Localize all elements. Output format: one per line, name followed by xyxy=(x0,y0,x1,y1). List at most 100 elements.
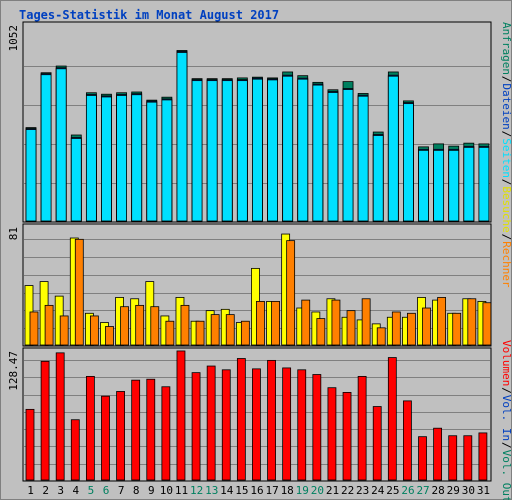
bar-volumen-day-19 xyxy=(297,369,307,481)
bar-rechner-day-25 xyxy=(391,311,401,346)
bar-volumen-day-16 xyxy=(252,368,261,481)
bar-volumen-day-30 xyxy=(463,435,473,481)
right-label: Rechner xyxy=(500,241,512,288)
bar-rechner-day-20 xyxy=(316,318,326,346)
y-tick-label: 128.47 xyxy=(7,351,20,391)
bar-rechner-day-14 xyxy=(225,314,235,346)
x-tick-label: 22 xyxy=(341,484,354,497)
chart-title: Tages-Statistik im Monat August 2017 xyxy=(19,8,280,22)
x-tick-label: 14 xyxy=(220,484,234,497)
bar-seiten-day-28 xyxy=(433,149,445,222)
bar-volumen-day-2 xyxy=(40,360,50,481)
bar-volumen-day-3 xyxy=(55,352,65,481)
right-label: Dateien xyxy=(500,83,512,129)
bar-seiten-day-5 xyxy=(85,95,97,222)
x-tick-label: 17 xyxy=(265,484,278,497)
right-label: Volumen xyxy=(500,340,512,386)
bar-seiten-day-2 xyxy=(40,74,52,222)
x-tick-label: 27 xyxy=(416,484,429,497)
bar-rechner-day-5 xyxy=(89,315,99,346)
x-tick-label: 12 xyxy=(190,484,203,497)
bar-rechner-day-29 xyxy=(452,312,462,346)
x-tick-label: 15 xyxy=(235,484,248,497)
bar-volumen-day-15 xyxy=(236,358,246,481)
right-label: Anfragen xyxy=(500,22,512,75)
bar-rechner-day-11 xyxy=(180,304,190,346)
x-tick-label: 23 xyxy=(356,484,369,497)
bar-seiten-day-18 xyxy=(282,75,294,222)
x-tick-label: 2 xyxy=(42,484,49,497)
x-tick-label: 8 xyxy=(133,484,140,497)
bar-volumen-day-24 xyxy=(372,406,382,481)
bar-rechner-day-9 xyxy=(150,306,160,346)
bar-seiten-day-26 xyxy=(403,103,414,222)
right-legend-labels: Anfragen/Dateien/Seiten/Besuche/RechnerV… xyxy=(500,22,512,500)
bar-rechner-day-16 xyxy=(256,301,265,346)
x-tick-label: 9 xyxy=(148,484,155,497)
right-label: / xyxy=(500,76,512,83)
x-tick-label: 16 xyxy=(250,484,263,497)
x-tick-label: 1 xyxy=(27,484,34,497)
bar-rechner-day-3 xyxy=(59,315,69,346)
bar-seiten-day-27 xyxy=(418,149,429,222)
bar-seiten-day-21 xyxy=(327,92,339,222)
bar-seiten-day-9 xyxy=(146,101,158,222)
bar-rechner-day-31 xyxy=(482,302,492,346)
bar-volumen-day-4 xyxy=(70,419,80,481)
bar-volumen-day-21 xyxy=(327,387,337,481)
bar-seiten-day-3 xyxy=(55,68,67,222)
bar-seiten-day-16 xyxy=(252,78,263,222)
bar-seiten-day-29 xyxy=(448,149,460,222)
bar-rechner-day-21 xyxy=(331,299,341,346)
right-label: Vol. Out xyxy=(500,450,512,500)
bar-rechner-day-27 xyxy=(422,307,431,346)
bar-volumen-day-11 xyxy=(176,350,186,481)
bar-rechner-day-6 xyxy=(105,326,114,346)
bar-volumen-day-1 xyxy=(25,408,35,481)
bar-rechner-day-26 xyxy=(407,312,416,346)
bar-seiten-day-30 xyxy=(463,146,475,222)
bar-seiten-day-12 xyxy=(191,80,203,222)
x-tick-label: 11 xyxy=(175,484,188,497)
bar-volumen-day-12 xyxy=(191,372,201,481)
bar-volumen-day-23 xyxy=(357,375,367,481)
bar-rechner-day-15 xyxy=(240,320,250,346)
bar-seiten-day-1 xyxy=(25,129,37,222)
bar-seiten-day-14 xyxy=(221,80,233,222)
bar-volumen-day-14 xyxy=(221,369,231,481)
x-tick-label: 20 xyxy=(311,484,324,497)
bar-rechner-day-2 xyxy=(44,304,54,346)
bar-volumen-day-10 xyxy=(161,386,171,481)
right-label: / xyxy=(500,442,512,449)
bar-rechner-day-30 xyxy=(467,298,477,346)
right-label: / xyxy=(500,234,512,241)
right-label: / xyxy=(500,387,512,394)
x-tick-label: 13 xyxy=(205,484,218,497)
bar-rechner-day-13 xyxy=(210,314,220,346)
x-tick-label: 30 xyxy=(462,484,475,497)
y-tick-label: 1052 xyxy=(7,25,20,52)
x-tick-label: 24 xyxy=(371,484,385,497)
x-tick-label: 6 xyxy=(103,484,110,497)
bar-rechner-day-28 xyxy=(437,297,447,346)
bar-seiten-day-24 xyxy=(372,135,384,222)
bar-seiten-day-17 xyxy=(267,79,278,222)
bar-rechner-day-7 xyxy=(120,306,129,346)
bar-volumen-day-9 xyxy=(146,378,156,481)
x-tick-label: 3 xyxy=(57,484,64,497)
bar-volumen-day-13 xyxy=(206,365,216,481)
bar-rechner-day-19 xyxy=(301,299,311,346)
bar-seiten-day-8 xyxy=(131,94,143,222)
bar-rechner-day-17 xyxy=(271,301,280,346)
x-tick-label: 29 xyxy=(447,484,460,497)
bar-seiten-day-4 xyxy=(70,138,82,222)
bar-volumen-day-20 xyxy=(312,374,322,481)
x-tick-label: 19 xyxy=(296,484,309,497)
bar-rechner-day-1 xyxy=(29,311,39,346)
bar-volumen-day-29 xyxy=(448,435,458,481)
x-tick-label: 18 xyxy=(281,484,294,497)
x-tick-label: 4 xyxy=(73,484,80,497)
right-label: / xyxy=(500,179,512,186)
bar-seiten-day-20 xyxy=(312,84,324,222)
